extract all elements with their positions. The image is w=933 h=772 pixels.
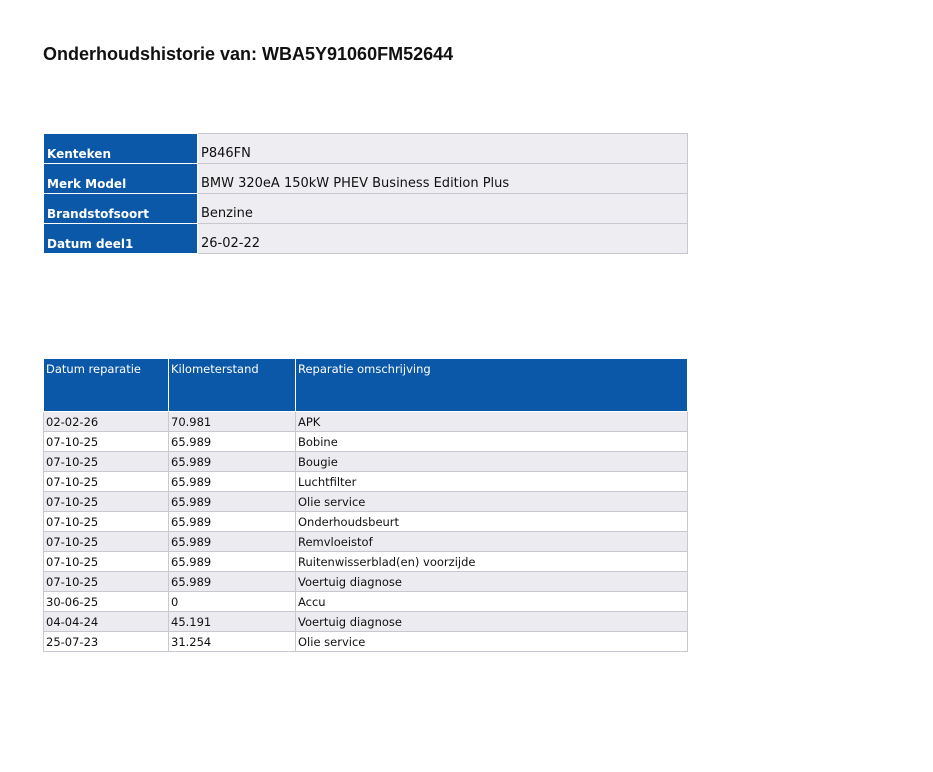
vehicle-info-row: Merk Model BMW 320eA 150kW PHEV Business …: [43, 163, 688, 194]
mileage-cell: 65.989: [168, 511, 296, 532]
description-cell: Bougie: [295, 451, 688, 472]
column-header: Reparatie omschrijving: [295, 358, 688, 412]
date-cell: 30-06-25: [43, 591, 169, 612]
date-cell: 07-10-25: [43, 551, 169, 572]
vehicle-info-table: Kenteken P846FN Merk Model BMW 320eA 150kW …: [43, 133, 688, 254]
info-label: Brandstofsoort: [43, 193, 198, 224]
mileage-cell: 70.981: [168, 411, 296, 432]
description-cell: Accu: [295, 591, 688, 612]
info-value: BMW 320eA 150kW PHEV Business Edition Pl…: [197, 163, 688, 194]
info-label: Merk Model: [43, 163, 198, 194]
table-row: 07-10-25 65.989 Onderhoudsbeurt: [43, 511, 688, 532]
mileage-cell: 65.989: [168, 431, 296, 452]
table-row: 07-10-25 65.989 Bougie: [43, 451, 688, 472]
date-cell: 04-04-24: [43, 611, 169, 632]
mileage-cell: 65.989: [168, 571, 296, 592]
date-cell: 07-10-25: [43, 531, 169, 552]
date-cell: 07-10-25: [43, 471, 169, 492]
date-cell: 07-10-25: [43, 511, 169, 532]
table-row: 07-10-25 65.989 Luchtfilter: [43, 471, 688, 492]
date-cell: 02-02-26: [43, 411, 169, 432]
mileage-cell: 31.254: [168, 631, 296, 652]
info-value: 26-02-22: [197, 223, 688, 254]
date-cell: 07-10-25: [43, 431, 169, 452]
table-row: 07-10-25 65.989 Ruitenwisserblad(en) voorz…: [43, 551, 688, 572]
mileage-cell: 45.191: [168, 611, 296, 632]
description-cell: APK: [295, 411, 688, 432]
vehicle-info-row: Brandstofsoort Benzine: [43, 193, 688, 224]
table-row: 30-06-25 0 Accu: [43, 591, 688, 612]
mileage-cell: 65.989: [168, 451, 296, 472]
table-header-row: Datum reparatie Kilometerstand Reparatie o…: [43, 358, 688, 412]
table-row: 04-04-24 45.191 Voertuig diagnose: [43, 611, 688, 632]
table-row: 07-10-25 65.989 Olie service: [43, 491, 688, 512]
mileage-cell: 65.989: [168, 531, 296, 552]
vehicle-info-row: Datum deel1 26-02-22: [43, 223, 688, 254]
description-cell: Remvloeistof: [295, 531, 688, 552]
mileage-cell: 0: [168, 591, 296, 612]
column-header: Kilometerstand: [168, 358, 296, 412]
mileage-cell: 65.989: [168, 551, 296, 572]
description-cell: Voertuig diagnose: [295, 611, 688, 632]
date-cell: 07-10-25: [43, 451, 169, 472]
info-value: P846FN: [197, 133, 688, 164]
mileage-cell: 65.989: [168, 471, 296, 492]
description-cell: Olie service: [295, 491, 688, 512]
date-cell: 07-10-25: [43, 491, 169, 512]
info-label: Kenteken: [43, 133, 198, 164]
date-cell: 07-10-25: [43, 571, 169, 592]
table-row: 07-10-25 65.989 Remvloeistof: [43, 531, 688, 552]
description-cell: Olie service: [295, 631, 688, 652]
description-cell: Onderhoudsbeurt: [295, 511, 688, 532]
page-title: Onderhoudshistorie van: WBA5Y91060FM5264…: [43, 44, 454, 64]
description-cell: Luchtfilter: [295, 471, 688, 492]
table-row: 25-07-23 31.254 Olie service: [43, 631, 688, 652]
column-header: Datum reparatie: [43, 358, 169, 412]
vehicle-info-row: Kenteken P846FN: [43, 133, 688, 164]
table-row: 07-10-25 65.989 Voertuig diagnose: [43, 571, 688, 592]
description-cell: Voertuig diagnose: [295, 571, 688, 592]
maintenance-history-table: Datum reparatie Kilometerstand Reparatie o…: [43, 358, 688, 652]
description-cell: Bobine: [295, 431, 688, 452]
date-cell: 25-07-23: [43, 631, 169, 652]
mileage-cell: 65.989: [168, 491, 296, 512]
info-label: Datum deel1: [43, 223, 198, 254]
info-value: Benzine: [197, 193, 688, 224]
table-row: 02-02-26 70.981 APK: [43, 411, 688, 432]
table-row: 07-10-25 65.989 Bobine: [43, 431, 688, 452]
description-cell: Ruitenwisserblad(en) voorzijde: [295, 551, 688, 572]
